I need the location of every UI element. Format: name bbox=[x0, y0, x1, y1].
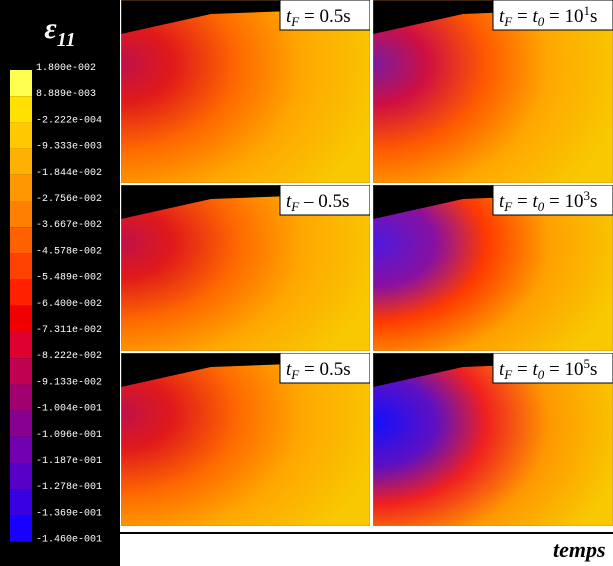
label-part: = 10 bbox=[544, 6, 583, 27]
legend-swatch bbox=[10, 515, 32, 542]
label-part: t bbox=[532, 191, 538, 212]
legend-swatch bbox=[10, 148, 32, 175]
legend-swatch bbox=[10, 96, 32, 123]
legend-swatch bbox=[10, 253, 32, 280]
panel-content: tF = t0 = 105s bbox=[373, 353, 613, 526]
legend-label: 1.800e-002 bbox=[36, 63, 96, 74]
label-part: t bbox=[532, 6, 538, 27]
legend-label: -2.222e-004 bbox=[36, 115, 102, 126]
legend-label: -1.278e-001 bbox=[36, 482, 102, 493]
label-part: 0 bbox=[538, 199, 545, 214]
legend-label: 8.889e-003 bbox=[36, 89, 96, 100]
panel-label: tF = 0.5s bbox=[286, 6, 351, 29]
legend-swatch bbox=[10, 410, 32, 437]
panel-content: tF – 0.5s bbox=[121, 185, 370, 351]
legend-swatch bbox=[10, 279, 32, 306]
legend-label: -1.369e-001 bbox=[36, 508, 102, 519]
legend-label: -1.187e-001 bbox=[36, 456, 102, 467]
panel-label: tF = t0 = 101s bbox=[499, 3, 597, 29]
contour-panel: tF – 0.5s bbox=[121, 185, 370, 351]
label-part: F bbox=[503, 199, 513, 214]
label-part: F bbox=[290, 367, 300, 382]
legend-label: -1.096e-001 bbox=[36, 430, 102, 441]
label-part: s bbox=[590, 6, 597, 27]
legend-label: -9.133e-002 bbox=[36, 377, 102, 388]
label-part: F bbox=[290, 199, 300, 214]
label-part: = bbox=[512, 6, 532, 27]
label-box bbox=[492, 185, 613, 216]
label-part: t bbox=[499, 6, 505, 27]
legend-swatch bbox=[10, 305, 32, 332]
label-part: s bbox=[590, 191, 597, 212]
panel-content: tF = t0 = 103s bbox=[373, 185, 613, 351]
legend-label: -1.844e-002 bbox=[36, 168, 102, 179]
label-part: – 0.5s bbox=[299, 191, 349, 212]
legend-swatch bbox=[10, 174, 32, 201]
contour-panel: tF = t0 = 101s bbox=[373, 0, 613, 183]
legend-swatch bbox=[10, 70, 32, 97]
legend-swatch bbox=[10, 358, 32, 385]
label-part: 1 bbox=[583, 3, 590, 18]
label-part: = bbox=[512, 191, 532, 212]
legend-swatch bbox=[10, 436, 32, 463]
label-part: 5 bbox=[583, 356, 590, 371]
label-box bbox=[279, 353, 370, 384]
panel-content: tF = t0 = 101s bbox=[373, 0, 613, 183]
legend-label: -2.756e-002 bbox=[36, 194, 102, 205]
label-part: 0 bbox=[538, 367, 545, 382]
label-box bbox=[492, 353, 613, 384]
label-part: = 0.5s bbox=[299, 6, 350, 27]
label-part: t bbox=[286, 359, 292, 380]
label-part: 0 bbox=[538, 14, 545, 29]
panel-label: tF – 0.5s bbox=[286, 191, 349, 214]
contour-panel: tF = 0.5s bbox=[121, 0, 370, 183]
label-part: F bbox=[503, 14, 513, 29]
label-part: t bbox=[499, 359, 505, 380]
legend-label: -3.667e-002 bbox=[36, 220, 102, 231]
axis-label: temps bbox=[553, 537, 606, 562]
legend-label: -6.400e-002 bbox=[36, 299, 102, 310]
label-part: F bbox=[290, 14, 300, 29]
legend-label: -5.489e-002 bbox=[36, 273, 102, 284]
legend-label: -1.004e-001 bbox=[36, 404, 102, 415]
legend-swatch bbox=[10, 201, 32, 228]
contour-panel: tF = t0 = 103s bbox=[373, 185, 613, 351]
panel-label: tF = t0 = 105s bbox=[499, 356, 597, 382]
legend-swatch bbox=[10, 384, 32, 411]
legend-label: -9.333e-003 bbox=[36, 142, 102, 153]
panel-label: tF = 0.5s bbox=[286, 359, 351, 382]
label-part: 3 bbox=[583, 188, 590, 203]
label-part: t bbox=[286, 191, 292, 212]
label-part: t bbox=[499, 191, 505, 212]
panel-content: tF = 0.5s bbox=[121, 0, 370, 183]
label-part: = 10 bbox=[544, 359, 583, 380]
label-part: t bbox=[286, 6, 292, 27]
contour-panel: tF = 0.5s bbox=[121, 353, 370, 526]
legend-label: -7.311e-002 bbox=[36, 325, 102, 336]
legend-swatch bbox=[10, 332, 32, 359]
label-part: s bbox=[590, 359, 597, 380]
contour-panel: tF = t0 = 105s bbox=[373, 353, 613, 526]
label-part: = 0.5s bbox=[299, 359, 350, 380]
legend-label: -1.460e-001 bbox=[36, 535, 102, 546]
legend-label: -8.222e-002 bbox=[36, 351, 102, 362]
label-box bbox=[279, 0, 370, 31]
panel-content: tF = 0.5s bbox=[121, 353, 370, 526]
label-box bbox=[492, 0, 613, 31]
legend-swatch bbox=[10, 489, 32, 516]
label-part: F bbox=[503, 367, 513, 382]
label-box bbox=[279, 185, 370, 216]
legend-swatch bbox=[10, 122, 32, 149]
label-part: t bbox=[532, 359, 538, 380]
legend-label: -4.578e-002 bbox=[36, 246, 102, 257]
legend-swatch bbox=[10, 227, 32, 254]
label-part: = bbox=[512, 359, 532, 380]
panel-label: tF = t0 = 103s bbox=[499, 188, 597, 214]
legend-swatch bbox=[10, 463, 32, 490]
legend-title: ε11 bbox=[44, 12, 75, 51]
label-part: = 10 bbox=[544, 191, 583, 212]
